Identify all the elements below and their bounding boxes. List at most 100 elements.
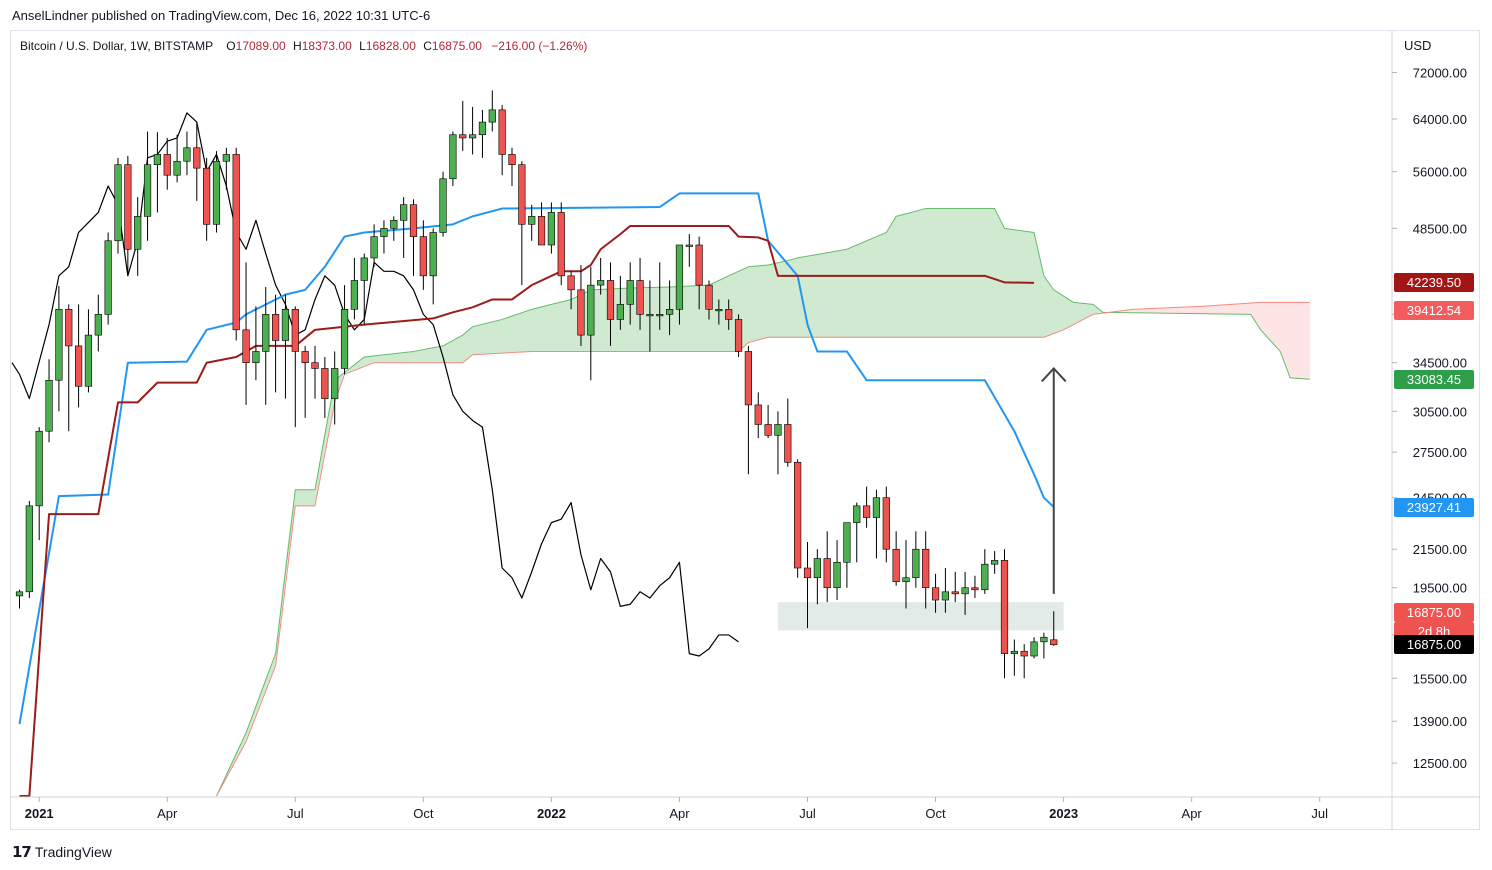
senkou-b-price-label: 39412.54 <box>1394 300 1474 320</box>
price-tick-label: 64000.00 <box>1413 112 1467 127</box>
candle-body <box>203 167 211 225</box>
candle-body <box>340 309 349 369</box>
candle-body <box>725 309 733 320</box>
ohlc-values: O17089.00 H18373.00 L16828.00 C16875.00 … <box>226 39 588 53</box>
candle-body <box>193 147 201 169</box>
candle-down <box>124 155 132 276</box>
candle-body <box>400 204 408 221</box>
candle-body <box>65 309 73 347</box>
candle-body <box>350 280 359 310</box>
publisher-credit: AnselLindner published on TradingView.co… <box>12 8 431 23</box>
candle-body <box>705 284 713 310</box>
chart-frame <box>10 30 1480 830</box>
candle-body <box>794 462 802 569</box>
ichimoku-cloud-layer <box>216 208 1310 797</box>
candle-body <box>429 232 437 277</box>
arrow-layer <box>1041 366 1067 594</box>
candle-down <box>163 137 171 190</box>
candle-up <box>390 216 398 241</box>
candle-down <box>419 220 427 290</box>
candle-down <box>1000 549 1009 679</box>
candle-body <box>616 304 624 320</box>
axis-layer: 12500.0013900.0015500.0017300.0019500.00… <box>10 31 1480 830</box>
footer-brand[interactable]: 𝟭𝟳 TradingView <box>12 843 112 861</box>
candle-body <box>1000 560 1009 654</box>
candle-up <box>45 359 53 443</box>
candle-up <box>853 502 861 563</box>
candle-down <box>862 486 871 528</box>
candle-up <box>104 232 112 325</box>
price-tick-label: 12500.00 <box>1413 756 1467 771</box>
candle-up <box>656 262 664 330</box>
candle-down <box>734 314 743 358</box>
time-tick-label: Jul <box>1311 806 1328 821</box>
candle-up <box>439 171 447 237</box>
candle-up <box>981 549 989 594</box>
candle-up <box>468 106 477 155</box>
candle-up <box>252 306 260 381</box>
candle-body <box>252 351 260 364</box>
candle-up <box>55 286 63 412</box>
candle-down <box>744 345 752 475</box>
time-tick-label: Jul <box>287 806 304 821</box>
candle-up <box>153 132 162 213</box>
candle-up <box>222 147 230 190</box>
candle-body <box>981 563 989 591</box>
support-zone <box>777 602 1064 631</box>
candle-up <box>902 540 910 609</box>
candle-body <box>468 134 477 139</box>
candle-up <box>262 287 270 405</box>
candle-down <box>794 459 802 578</box>
candle-body <box>409 204 418 237</box>
tenkan-price-label: 23927.41 <box>1394 497 1474 517</box>
candle-body <box>862 505 871 518</box>
tradingview-logo-icon: 𝟭𝟳 <box>12 844 32 861</box>
candle-body <box>528 216 536 225</box>
candle-body <box>912 548 920 579</box>
candle-up <box>173 134 181 183</box>
candle-body <box>498 109 506 155</box>
time-tick-label: Oct <box>413 806 434 821</box>
candle-down <box>537 202 546 246</box>
candle-body <box>902 577 910 583</box>
price-tick-label: 56000.00 <box>1413 165 1467 180</box>
candle-body <box>478 121 487 136</box>
candle-down <box>764 404 772 439</box>
candle-down <box>498 105 506 176</box>
candle-up <box>1040 632 1048 659</box>
candle-down <box>271 294 280 393</box>
candle-body <box>143 164 152 217</box>
price-tick-label: 34500.00 <box>1413 356 1467 371</box>
candle-body <box>626 280 634 305</box>
candle-body <box>823 558 831 589</box>
candle-down <box>518 161 526 286</box>
candle-up <box>478 109 487 158</box>
candle-up <box>872 489 881 559</box>
price-tick-label: 30500.00 <box>1413 404 1467 419</box>
candle-body <box>803 567 812 579</box>
candle-body <box>922 548 930 589</box>
candle-body <box>459 134 467 139</box>
candle-body <box>833 561 841 589</box>
time-tick-label: Apr <box>1182 806 1203 821</box>
candle-down <box>577 264 585 346</box>
candle-body <box>262 314 270 352</box>
candle-up <box>281 294 290 399</box>
candle-body <box>183 147 191 162</box>
candle-body <box>587 284 595 336</box>
candle-body <box>1010 650 1018 654</box>
candle-body <box>104 240 112 315</box>
candle-body <box>35 430 43 507</box>
candle-down <box>784 398 792 467</box>
time-tick-label: Jul <box>799 806 816 821</box>
currency-label[interactable]: USD <box>1404 38 1432 53</box>
candle-body <box>439 178 447 233</box>
candle-up <box>84 309 93 393</box>
candle-up <box>715 299 723 325</box>
candle-body <box>557 212 565 277</box>
candle-up <box>646 280 654 352</box>
candle-up <box>528 204 536 241</box>
candle-down <box>193 122 201 201</box>
candle-body <box>567 275 575 291</box>
